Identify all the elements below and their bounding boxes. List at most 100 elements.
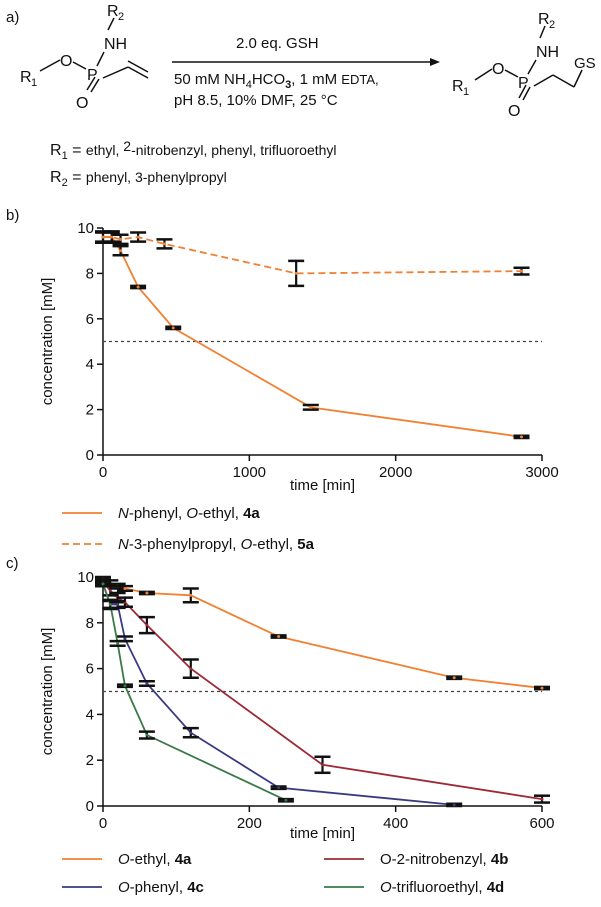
product-o-ester: O — [492, 61, 504, 78]
legend-entry-4a: O-ethyl, 4a — [118, 851, 192, 868]
x-axis-label: time [min] — [290, 825, 355, 842]
legend-entry-4c: O-phenyl, 4c — [118, 879, 204, 896]
reactant-p: P — [87, 67, 98, 84]
product-r2-sub: 2 — [549, 19, 555, 31]
reactant-o-ester: O — [60, 53, 72, 70]
data-point — [116, 641, 120, 645]
data-point — [101, 235, 105, 239]
legend-part: 5a — [297, 536, 314, 553]
data-point — [277, 635, 281, 639]
data-point — [171, 326, 175, 330]
x-tick-label: 2000 — [379, 464, 412, 481]
legend-part: O-2-nitrobenzyl, — [380, 851, 491, 868]
series-line-4a — [102, 578, 543, 689]
panel-label-c: c) — [6, 555, 19, 572]
data-point — [321, 763, 324, 767]
legend-part: -trifluoroethyl, — [392, 879, 487, 896]
data-point — [540, 797, 544, 801]
data-point — [136, 235, 140, 239]
legend-part: O — [380, 879, 392, 896]
panel-label-b: b) — [6, 207, 19, 224]
legend-part: N — [118, 505, 129, 522]
data-point — [108, 589, 112, 593]
legend-part: O — [186, 505, 198, 522]
y-tick-label: 4 — [86, 706, 94, 723]
conditions-line-2: pH 8.5, 10% DMF, 25 °C — [174, 92, 338, 109]
data-point — [110, 235, 114, 239]
legend-part: 4d — [487, 879, 505, 896]
y-tick-label: 0 — [86, 447, 94, 464]
data-point — [189, 731, 193, 735]
data-point — [189, 593, 193, 597]
reactant-r2-sub: 2 — [118, 11, 124, 23]
x-tick-label: 0 — [99, 464, 107, 481]
data-point — [145, 681, 149, 685]
reactant-r1: R — [20, 69, 32, 86]
data-point — [119, 237, 123, 241]
product-gs: GS — [574, 55, 596, 72]
legend-part: -ethyl, — [252, 536, 297, 553]
data-point — [123, 684, 127, 688]
y-tick-label: 2 — [86, 402, 94, 419]
data-point — [123, 586, 127, 590]
y-tick-label: 8 — [86, 615, 94, 632]
series-line-4a — [103, 236, 522, 438]
r2-definition: R2 = phenyl, 3-phenylpropyl — [50, 169, 227, 189]
reaction-arrow — [172, 58, 440, 66]
legend-entry-5a: N-3-phenylpropyl, O-ethyl, 5a — [118, 536, 315, 553]
data-point — [294, 271, 298, 275]
data-point — [123, 637, 127, 641]
product-labels: R 1 O P O NH R 2 GS — [452, 11, 596, 120]
data-point — [277, 786, 281, 790]
data-point — [108, 602, 112, 606]
data-point — [119, 249, 123, 253]
legend-part: 4b — [491, 851, 509, 868]
data-point — [101, 582, 105, 586]
legend-part: O — [118, 851, 130, 868]
x-tick-label: 200 — [237, 815, 262, 832]
series-line-5a — [103, 236, 522, 275]
data-point — [452, 676, 456, 680]
conditions-line-1: 50 mM NH4HCO3, 1 mM EDTA, — [174, 71, 379, 91]
data-point — [189, 667, 193, 671]
product-r1-sub: 1 — [463, 86, 469, 98]
legend-part: -ethyl, — [198, 505, 243, 522]
data-point — [520, 435, 524, 439]
reagent-label: 2.0 eq. GSH — [236, 35, 319, 52]
data-point — [162, 242, 166, 246]
legend-part: N — [118, 536, 129, 553]
y-axis-label: concentration [mM] — [39, 278, 56, 406]
legend-part: -phenyl, — [129, 505, 187, 522]
y-tick-label: 4 — [86, 356, 94, 373]
y-tick-label: 2 — [86, 752, 94, 769]
legend-part: -phenyl, — [130, 879, 188, 896]
reactant-labels: R 1 O P O NH R 2 — [20, 3, 127, 112]
product-nh: NH — [536, 44, 559, 61]
legend-part: 4a — [175, 851, 192, 868]
y-tick-label: 10 — [77, 220, 94, 237]
reactant-nh: NH — [104, 36, 127, 53]
data-point — [145, 733, 149, 737]
data-point — [309, 405, 313, 409]
x-axis-label: time [min] — [290, 477, 355, 494]
legend-part: O — [241, 536, 253, 553]
x-tick-label: 400 — [383, 815, 408, 832]
legend-entry-4b: O-2-nitrobenzyl, 4b — [380, 851, 508, 868]
x-tick-label: 3000 — [525, 464, 558, 481]
x-tick-label: 600 — [529, 815, 554, 832]
data-point — [540, 686, 544, 690]
data-point — [145, 623, 149, 627]
product-structure — [474, 25, 583, 101]
y-tick-label: 0 — [86, 798, 94, 815]
data-point — [284, 798, 288, 802]
reactant-r1-sub: 1 — [31, 77, 37, 89]
r1-definition: R1 = ethyl, 2-nitrobenzyl, phenyl, trifl… — [50, 138, 337, 162]
product-p: P — [518, 75, 529, 92]
product-o-double: O — [508, 103, 520, 120]
data-point — [520, 269, 524, 273]
legend-entry-4d: O-trifluoroethyl, 4d — [380, 879, 504, 896]
legend-part: 4c — [187, 879, 204, 896]
data-point — [116, 602, 120, 606]
x-tick-label: 1000 — [233, 464, 266, 481]
